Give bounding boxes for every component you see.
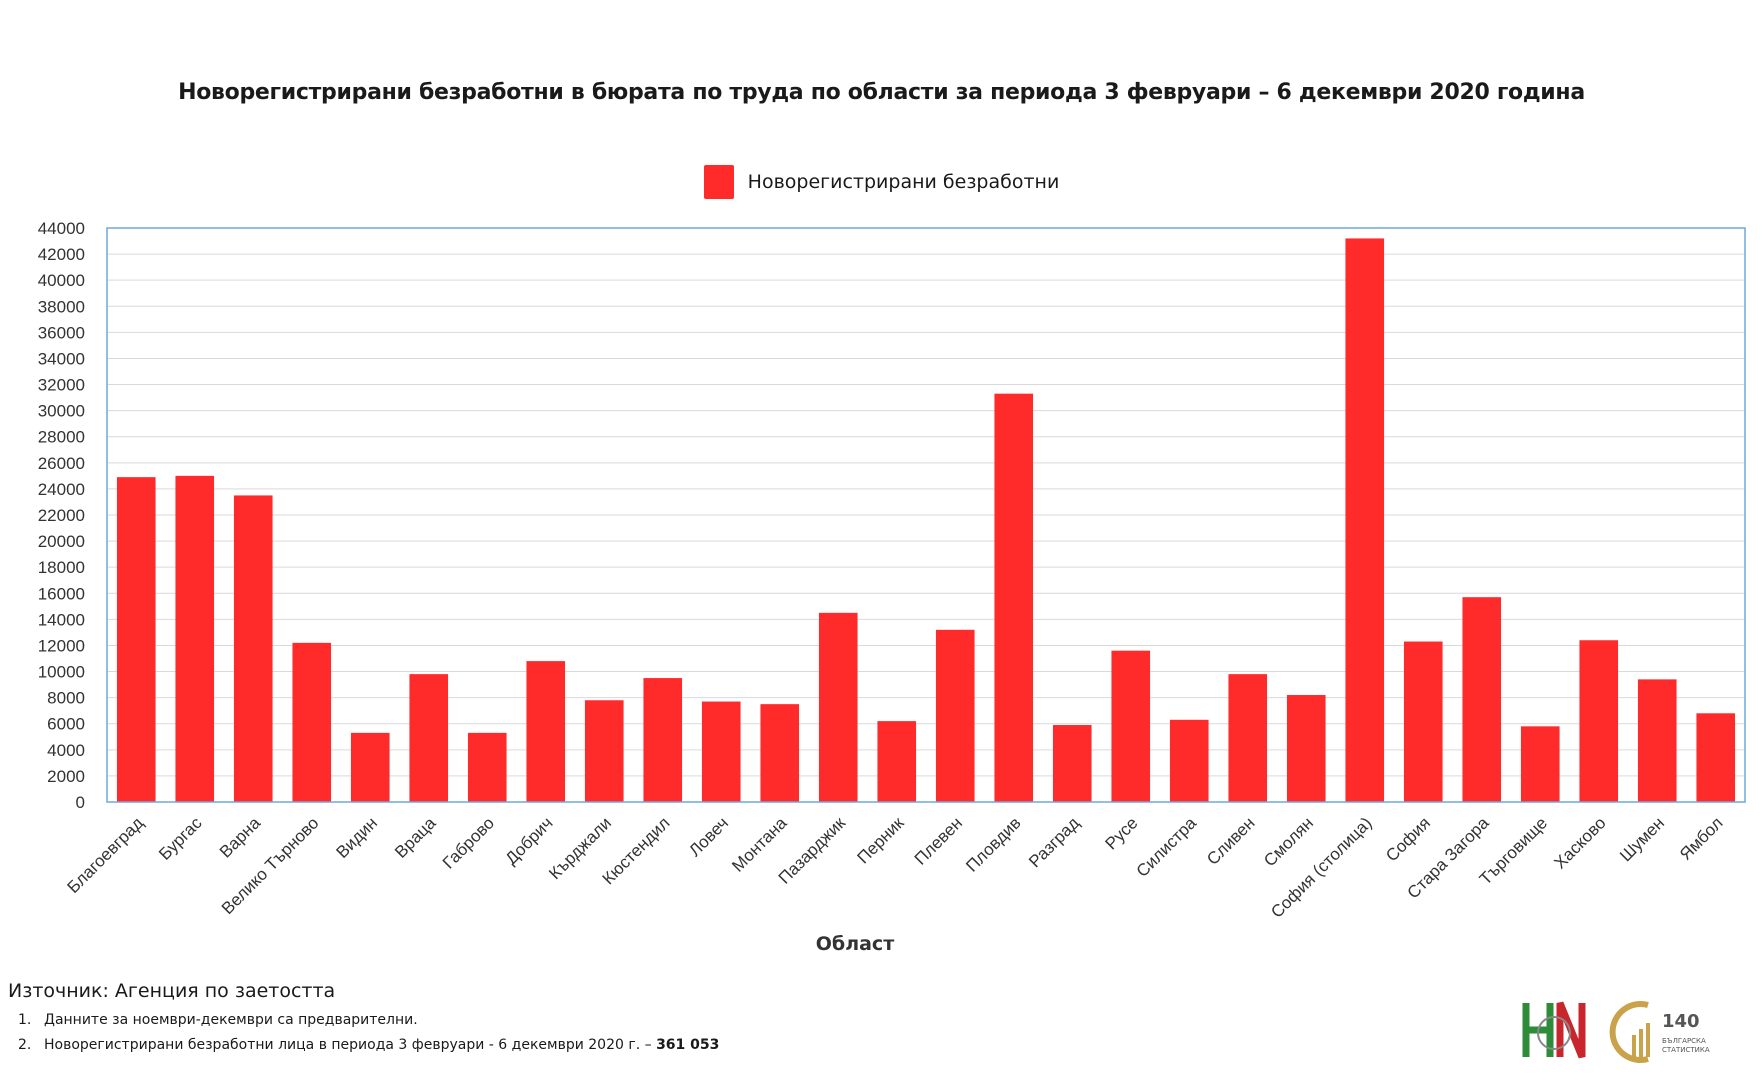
bar [818,612,858,802]
y-tick-label: 42000 [38,245,85,264]
bar [526,661,566,802]
y-axis-ticks: 0 2000 4000 6000 8000 10000 12000 14000 16000 180… [38,219,85,812]
y-tick-label: 6000 [47,715,85,734]
bar [935,629,975,802]
footnotes: 1. Данните за ноември-декември са предвар… [18,1008,719,1058]
y-tick-label: 30000 [38,402,85,421]
bar [175,475,215,802]
x-tick-label: София (столица) [1267,813,1375,921]
bar [1345,238,1385,802]
bar [116,477,156,802]
anniversary-140-logo-icon: 140 БЪЛГАРСКА СТАТИСТИКА [1609,1001,1710,1063]
x-tick-label: Разград [1025,813,1083,871]
y-tick-label: 20000 [38,532,85,551]
y-tick-label: 32000 [38,376,85,395]
bar [1637,679,1677,802]
x-tick-label: Варна [216,813,265,862]
footnote-1: 1. Данните за ноември-декември са предвар… [18,1012,418,1028]
bar [701,701,741,802]
bar-chart: 0 2000 4000 6000 8000 10000 12000 14000 16000 180… [38,219,1746,955]
bar [643,678,683,802]
bar [1403,641,1443,802]
legend-label: Новорегистрирани безработни [747,171,1060,193]
x-tick-label: София [1382,813,1434,865]
plot-frame [106,227,1746,803]
bar [1520,726,1560,802]
logos: 140 БЪЛГАРСКА СТАТИСТИКА [1522,1001,1710,1063]
y-tick-label: 38000 [38,297,85,316]
svg-text:СТАТИСТИКА: СТАТИСТИКА [1662,1046,1710,1054]
y-tick-label: 34000 [38,349,85,368]
y-tick-label: 40000 [38,271,85,290]
x-tick-label: Враца [391,813,440,862]
footnote-2: 2. Новорегистрирани безработни лица в пер… [18,1037,720,1053]
legend: Новорегистрирани безработни [0,165,1763,199]
x-tick-label: Ямбол [1676,813,1727,864]
bar [1228,674,1268,802]
bar [350,732,390,802]
x-tick-label: Сливен [1203,813,1258,868]
x-axis-label: Област [816,933,894,955]
bar [1696,713,1736,802]
legend-swatch [703,165,734,199]
x-tick-label: Добрич [502,813,557,868]
bar [584,700,624,802]
x-tick-label: Русе [1102,813,1142,853]
bar [760,704,800,802]
x-tick-label: Ловеч [685,813,732,860]
bar [1052,725,1092,802]
y-tick-label: 12000 [38,636,85,655]
x-tick-label: Силистра [1133,813,1201,881]
chart-title: Новорегистрирани безработни в бюрата по … [178,80,1585,105]
x-tick-label: Перник [854,813,908,867]
svg-text:БЪЛГАРСКА: БЪЛГАРСКА [1662,1037,1706,1045]
bar [877,721,917,802]
y-tick-label: 14000 [38,610,85,629]
bar [1462,597,1502,802]
bar [1169,719,1209,802]
bar [1111,650,1151,802]
x-tick-label: Видин [333,813,382,862]
bar [292,642,332,802]
x-tick-label: Хасково [1550,813,1609,872]
nsi-logo-icon [1522,1001,1586,1059]
y-tick-label: 16000 [38,584,85,603]
x-tick-label: Шумен [1616,813,1668,865]
y-tick-label: 4000 [47,741,85,760]
x-tick-label: Бургас [155,813,206,864]
bar [233,495,273,802]
bar [409,674,449,802]
svg-text:140: 140 [1662,1011,1700,1032]
y-tick-label: 8000 [47,689,85,708]
bar [1579,640,1619,802]
bar [467,732,507,802]
x-tick-label: Благоевград [64,813,148,897]
y-tick-label: 36000 [38,323,85,342]
bar [994,393,1034,802]
x-tick-label: Габрово [439,813,498,872]
y-tick-label: 28000 [38,428,85,447]
x-tick-label: Смолян [1260,813,1317,870]
y-tick-label: 22000 [38,506,85,525]
y-tick-label: 26000 [38,454,85,473]
bars [116,238,1736,802]
y-tick-label: 18000 [38,558,85,577]
y-tick-label: 2000 [47,767,85,786]
x-tick-label: Плевен [911,813,966,868]
bar [1286,695,1326,802]
x-tick-label: Пловдив [962,813,1024,875]
source-note: Източник: Агенция по заетостта [8,980,336,1002]
y-tick-label: 10000 [38,663,85,682]
y-tick-label: 44000 [38,219,85,238]
y-tick-label: 24000 [38,480,85,499]
y-tick-label: 0 [76,793,85,812]
